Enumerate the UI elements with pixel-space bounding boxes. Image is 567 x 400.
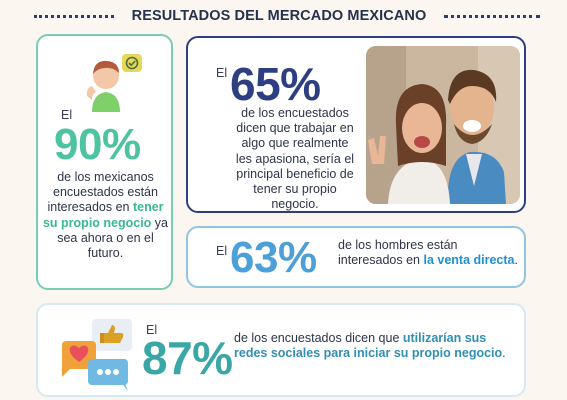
stat-description-63: de los hombres están interesados en la v… [338,238,518,268]
header-dots-left [34,15,114,18]
stat-description-90: de los mexicanos encuestados están inter… [42,170,169,261]
stat-highlight: tener su propio negocio [42,200,164,230]
stat-prefix: El [146,323,158,337]
stat-card-90: El 90% de los mexicanos encuestados está… [36,34,173,290]
stat-percent-90: 90% [54,120,141,169]
stat-card-63: El 63% de los hombres están interesados … [186,226,526,288]
page-title: RESULTADOS DEL MERCADO MEXICANO [131,8,427,24]
header-dots-right [444,15,540,18]
stat-text-part: de los encuestados dicen que [234,331,403,345]
stat-card-65: El 65% de los encuestados dicen que trab… [186,36,526,213]
section-header: RESULTADOS DEL MERCADO MEXICANO [0,0,567,34]
stat-text-part: de los mexicanos encuestados están inter… [47,170,158,215]
stat-text-part: . [502,346,506,361]
stat-percent-63: 63% [230,233,317,282]
stat-text-part: . [514,253,518,268]
couple-photo [366,46,520,204]
stat-percent-87: 87% [142,332,233,384]
stat-description-87: de los encuestados dicen que utilizarían… [234,331,514,361]
stat-card-87: El 87% de los encuestados dicen que util… [36,303,526,397]
stat-percent-65: 65% [230,58,321,110]
stat-prefix: El [216,66,228,80]
stat-prefix: El [61,108,73,122]
stat-highlight: la venta directa [423,253,515,268]
stat-text-part: de los hombres están interesados en [338,238,458,268]
stat-prefix: El [216,244,228,258]
social-media-icon [62,319,132,391]
stat-highlight: utilizarían sus redes sociales para inic… [234,331,503,361]
stat-description-65: de los encuestados dicen que trabajar en… [235,106,355,212]
stat-text-part: ya sea ahora o en el futuro. [57,215,169,261]
avatar-check-icon [86,54,142,112]
couple-photo-illustration [366,46,520,204]
